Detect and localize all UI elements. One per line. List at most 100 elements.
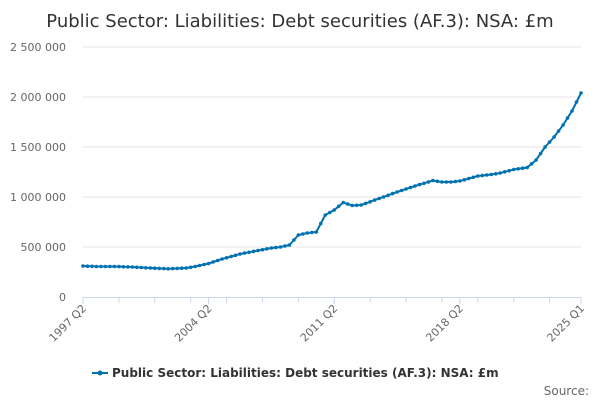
data-point (332, 208, 337, 212)
data-point (310, 230, 314, 235)
legend[interactable]: Public Sector: Liabilities: Debt securit… (92, 366, 499, 380)
data-point (148, 266, 153, 270)
data-point (395, 190, 399, 194)
legend-swatch-marker (97, 370, 103, 376)
x-tick-label: 2025 Q1 (545, 302, 588, 345)
data-point (229, 254, 233, 259)
data-point (440, 180, 444, 184)
data-point (467, 176, 471, 181)
data-point (305, 231, 310, 235)
data-point (153, 266, 157, 271)
data-point (265, 247, 269, 251)
data-point (112, 264, 117, 269)
data-point (251, 249, 256, 254)
data-point (242, 251, 247, 255)
data-point (224, 255, 229, 260)
data-point (413, 184, 417, 188)
data-point (444, 180, 449, 184)
data-point (453, 179, 458, 184)
data-point (166, 267, 170, 271)
data-point (292, 238, 296, 242)
data-point (283, 244, 287, 248)
data-point (417, 182, 422, 187)
data-point (574, 100, 579, 104)
chart-title: Public Sector: Liabilities: Debt securit… (46, 11, 553, 32)
x-tick-label: 2004 Q2 (172, 302, 215, 345)
data-point (363, 201, 368, 206)
data-point (556, 129, 561, 133)
data-point (507, 168, 512, 173)
data-point (202, 262, 206, 267)
data-point (117, 264, 121, 269)
data-point (372, 198, 377, 202)
y-tick-label: 1 000 000 (10, 191, 66, 204)
data-point (341, 200, 346, 205)
data-point (126, 265, 130, 269)
data-point (121, 265, 126, 269)
data-point (390, 191, 395, 196)
data-point (525, 165, 529, 170)
x-tick-label: 1997 Q2 (47, 302, 90, 345)
data-point (476, 174, 480, 178)
data-point (314, 230, 319, 234)
data-point (94, 264, 99, 269)
data-point (296, 233, 301, 237)
data-point (534, 158, 538, 162)
data-point (426, 180, 431, 184)
data-point (135, 265, 139, 270)
data-point (489, 172, 494, 177)
data-point (90, 264, 94, 269)
data-point (516, 167, 520, 171)
data-point (354, 203, 359, 208)
data-point (144, 266, 148, 270)
data-point (139, 265, 144, 270)
grid (83, 46, 581, 248)
data-point (247, 250, 251, 255)
y-tick-label: 2 500 000 (10, 41, 66, 54)
axes: 0 500 000 1 000 000 1 500 000 2 000 000 2 500… (10, 41, 587, 344)
data-point (552, 135, 556, 139)
y-tick-label: 0 (59, 291, 66, 304)
data-point (211, 260, 215, 264)
data-point (570, 109, 574, 113)
data-point (485, 173, 489, 177)
data-point (386, 193, 390, 198)
data-point (193, 264, 197, 269)
data-point (197, 263, 202, 268)
data-point (404, 187, 408, 191)
data-point (381, 195, 386, 199)
y-tick-label: 2 000 000 (10, 91, 66, 104)
data-point (184, 266, 188, 270)
x-tick-label: 2018 Q2 (423, 302, 466, 345)
data-point (170, 266, 175, 271)
series-layer (81, 91, 583, 271)
data-point (449, 180, 453, 184)
data-point (368, 200, 372, 204)
data-point (565, 116, 570, 120)
data-point (547, 140, 552, 144)
data-point (336, 204, 341, 209)
y-tick-label: 1 500 000 (10, 141, 66, 154)
data-point (278, 245, 283, 249)
data-point (108, 264, 112, 269)
data-point (157, 266, 162, 271)
data-point (287, 243, 292, 247)
data-point (85, 264, 90, 269)
data-point (377, 196, 381, 201)
data-point (256, 248, 260, 253)
data-point (520, 166, 525, 170)
data-point (408, 185, 413, 190)
data-point (175, 266, 179, 271)
series-line (82, 92, 582, 270)
data-point (422, 181, 426, 186)
data-point (319, 221, 323, 226)
data-point (301, 232, 305, 236)
data-point (538, 151, 543, 156)
data-point (435, 179, 440, 184)
data-point (328, 210, 332, 215)
data-point (494, 172, 498, 176)
data-point (220, 257, 224, 261)
data-point (543, 145, 547, 149)
data-point (350, 203, 355, 208)
